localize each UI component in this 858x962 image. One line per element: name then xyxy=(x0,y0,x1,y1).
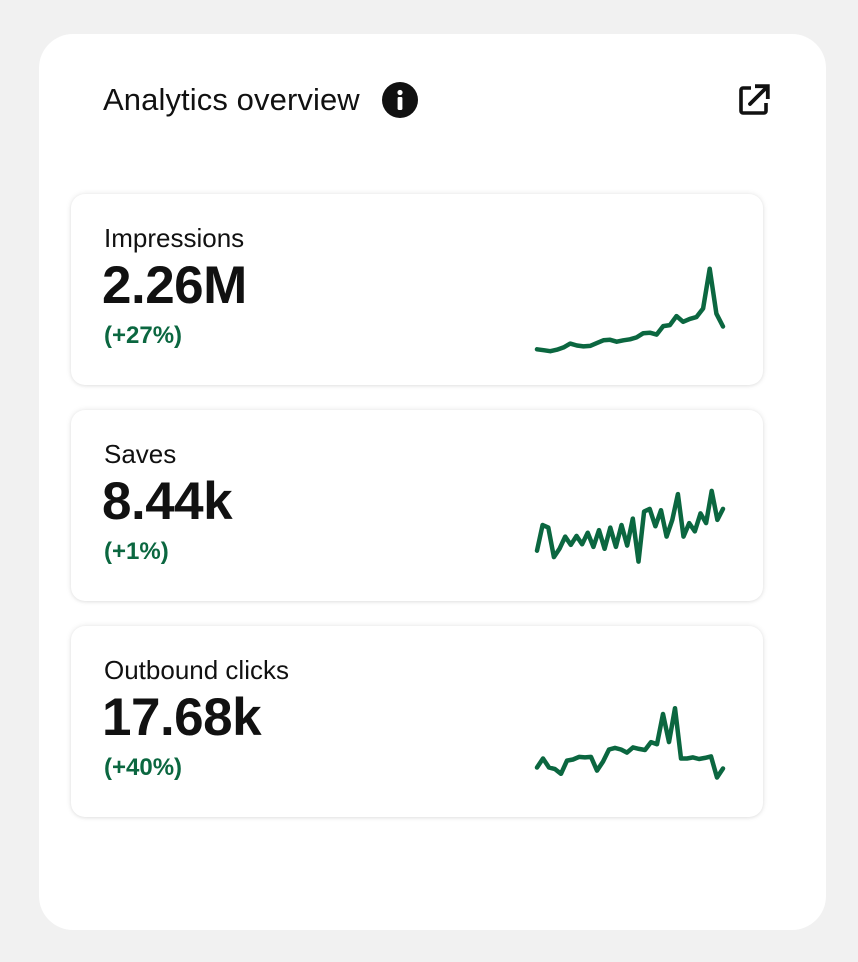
open-in-new-glyph xyxy=(739,84,770,115)
saves-sparkline xyxy=(534,488,726,564)
analytics-overview-panel: Analytics overview Impressions 2.26M (+2… xyxy=(39,34,826,930)
metric-label: Impressions xyxy=(104,223,245,253)
metric-change: (+27%) xyxy=(104,322,183,349)
metric-label: Outbound clicks xyxy=(104,655,289,685)
metric-value: 2.26M xyxy=(102,256,247,315)
metric-card-saves[interactable]: Saves 8.44k (+1%) xyxy=(71,410,763,601)
panel-header: Analytics overview xyxy=(103,81,772,119)
metric-card-impressions[interactable]: Impressions 2.26M (+27%) xyxy=(71,194,763,385)
impressions-sparkline xyxy=(534,266,726,354)
open-in-new-icon[interactable] xyxy=(736,82,772,118)
metric-label: Saves xyxy=(104,439,177,469)
metric-value: 8.44k xyxy=(102,472,233,531)
trend-line xyxy=(534,266,726,354)
trend-line xyxy=(534,488,726,564)
metric-change: (+40%) xyxy=(104,754,183,781)
metric-value: 17.68k xyxy=(102,688,262,747)
outbound-clicks-sparkline xyxy=(534,705,726,780)
info-glyph xyxy=(397,89,403,110)
trend-line xyxy=(534,705,726,780)
panel-title: Analytics overview xyxy=(103,82,360,117)
info-icon[interactable] xyxy=(381,82,418,118)
metric-card-outbound-clicks[interactable]: Outbound clicks 17.68k (+40%) xyxy=(71,626,763,817)
metric-change: (+1%) xyxy=(104,538,169,565)
